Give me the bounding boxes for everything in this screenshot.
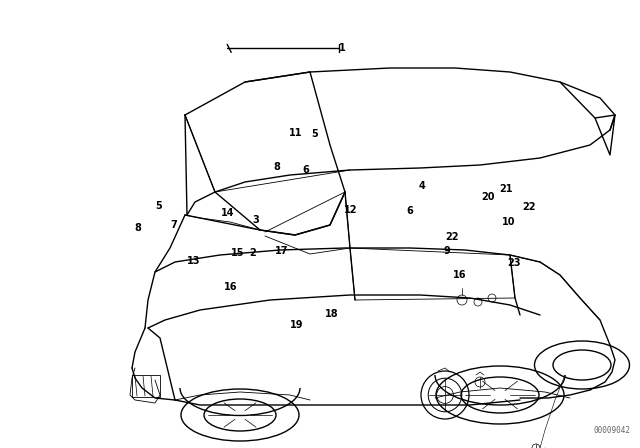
Text: 20: 20	[481, 192, 495, 202]
Text: 11: 11	[289, 128, 303, 138]
Text: 16: 16	[452, 270, 467, 280]
Text: 15: 15	[231, 248, 245, 258]
Text: 6: 6	[303, 165, 309, 175]
Text: 4: 4	[419, 181, 426, 191]
Text: 5: 5	[156, 201, 162, 211]
Text: 3: 3	[253, 215, 259, 224]
Text: 2: 2	[250, 248, 256, 258]
Text: 14: 14	[220, 208, 234, 218]
Text: 9: 9	[444, 246, 450, 256]
Text: 23: 23	[507, 258, 521, 268]
Text: 10: 10	[502, 217, 516, 227]
Text: 7: 7	[171, 220, 177, 230]
Text: 16: 16	[223, 282, 237, 292]
Text: 5: 5	[312, 129, 318, 138]
Text: 8: 8	[273, 162, 280, 172]
Text: 1: 1	[339, 43, 346, 53]
Text: 00009042: 00009042	[593, 426, 630, 435]
Text: 6: 6	[406, 207, 413, 216]
Text: 19: 19	[289, 320, 303, 330]
Text: 22: 22	[445, 232, 459, 241]
Text: 22: 22	[522, 202, 536, 212]
Text: 17: 17	[275, 246, 289, 256]
Text: 13: 13	[186, 256, 200, 266]
Text: 21: 21	[499, 184, 513, 194]
Text: 18: 18	[324, 309, 339, 319]
Bar	[132, 375, 160, 397]
Text: 8: 8	[134, 224, 141, 233]
Text: 12: 12	[344, 205, 358, 215]
